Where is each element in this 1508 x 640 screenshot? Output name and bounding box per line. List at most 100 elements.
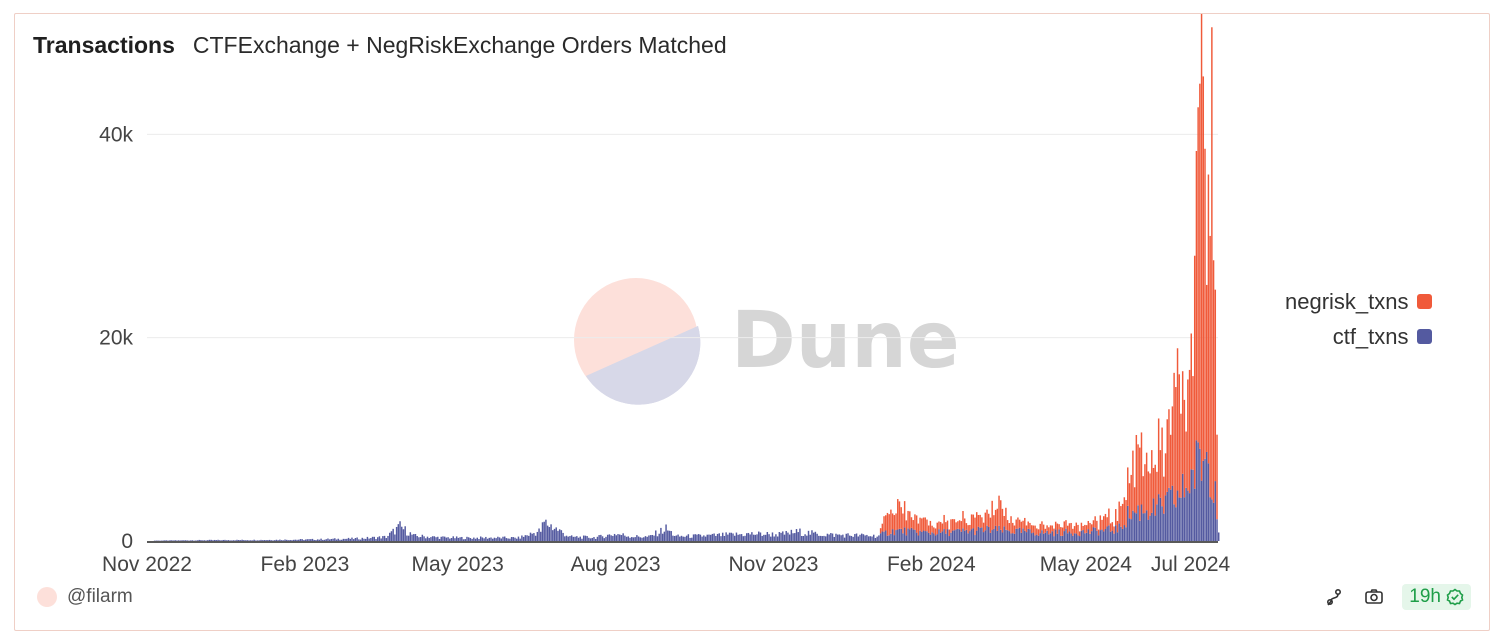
bar-ctf xyxy=(536,531,539,541)
bar-negrisk xyxy=(1087,520,1090,530)
bar-ctf xyxy=(316,539,319,541)
bar-ctf xyxy=(744,535,746,541)
bar-ctf xyxy=(665,524,667,541)
bar-ctf xyxy=(891,529,894,541)
y-axis-labels: 0 20k 40k xyxy=(99,123,133,553)
x-tick-label: Feb 2023 xyxy=(261,553,350,576)
bar-ctf xyxy=(413,534,415,541)
bar-ctf xyxy=(941,531,944,541)
bar-ctf xyxy=(1094,527,1096,541)
bar-negrisk xyxy=(1116,520,1119,533)
bar-negrisk xyxy=(929,520,932,535)
bar-ctf xyxy=(213,539,216,541)
bar-ctf xyxy=(742,536,745,541)
bar-ctf xyxy=(323,539,326,541)
bar-ctf xyxy=(1123,525,1126,541)
bar-ctf xyxy=(624,535,626,541)
bar-ctf xyxy=(1066,533,1069,541)
bar-negrisk xyxy=(936,522,938,535)
bar-ctf xyxy=(512,537,515,541)
bar-ctf xyxy=(174,540,176,541)
bar-ctf xyxy=(957,528,959,541)
bar-ctf xyxy=(696,534,698,541)
bar-ctf xyxy=(1111,530,1114,541)
bar-ctf xyxy=(454,538,456,541)
bar-ctf xyxy=(879,533,882,541)
bar-ctf xyxy=(498,537,501,541)
bar-ctf xyxy=(694,534,696,541)
bar-ctf xyxy=(861,533,863,541)
bar-ctf xyxy=(1005,529,1007,541)
bar-ctf xyxy=(208,539,211,541)
fork-icon[interactable] xyxy=(1322,585,1346,609)
bar-ctf xyxy=(222,539,224,541)
bar-ctf xyxy=(617,534,619,541)
bar-ctf xyxy=(577,537,580,541)
watermark: Dune xyxy=(574,278,960,405)
bar-ctf xyxy=(260,539,262,541)
bar-ctf xyxy=(366,536,369,541)
bar-ctf xyxy=(1036,534,1038,541)
bar-ctf xyxy=(895,530,897,541)
legend-item-ctf[interactable]: ctf_txns xyxy=(1285,319,1432,354)
bar-ctf xyxy=(806,535,808,541)
bar-ctf xyxy=(581,538,583,541)
bar-ctf xyxy=(982,532,985,541)
bar-ctf xyxy=(910,527,913,541)
bar-ctf xyxy=(782,531,784,541)
bar-series xyxy=(153,14,1220,541)
bar-ctf xyxy=(582,535,585,541)
bar-ctf xyxy=(519,538,521,541)
camera-icon[interactable] xyxy=(1362,585,1386,609)
bar-ctf xyxy=(253,539,255,541)
bar-ctf xyxy=(589,538,592,541)
bar-negrisk xyxy=(1156,471,1158,505)
bar-negrisk xyxy=(1044,528,1047,533)
bar-ctf xyxy=(991,530,993,541)
avatar xyxy=(37,587,57,607)
bar-ctf xyxy=(165,540,168,541)
bar-negrisk xyxy=(905,520,908,536)
bar-negrisk xyxy=(972,514,975,529)
x-tick-label: May 2024 xyxy=(1040,553,1133,576)
bar-negrisk xyxy=(1139,447,1141,521)
bar-negrisk xyxy=(927,525,930,533)
bar-ctf xyxy=(268,539,271,541)
legend-swatch-ctf xyxy=(1416,329,1432,344)
chart-title: Transactions xyxy=(33,32,175,58)
bar-ctf xyxy=(1115,525,1117,541)
bar-ctf xyxy=(291,540,293,541)
author-name[interactable]: @filarm xyxy=(67,586,133,607)
bar-ctf xyxy=(279,539,281,541)
bar-ctf xyxy=(1053,536,1055,541)
bar-ctf xyxy=(874,537,877,541)
bar-ctf xyxy=(704,536,707,541)
bar-negrisk xyxy=(1161,427,1163,507)
author-info[interactable]: @filarm xyxy=(37,586,133,608)
bar-ctf xyxy=(1192,469,1194,541)
bar-ctf xyxy=(697,534,700,541)
bar-ctf xyxy=(752,534,755,541)
bar-negrisk xyxy=(1145,452,1148,511)
bar-ctf xyxy=(201,540,204,541)
bar-ctf xyxy=(378,536,381,541)
bar-ctf xyxy=(490,537,492,541)
freshness-badge[interactable]: 19h xyxy=(1402,584,1471,610)
bar-negrisk xyxy=(960,521,963,532)
bar-negrisk xyxy=(1199,83,1201,449)
bar-ctf xyxy=(1214,481,1217,541)
bar-negrisk xyxy=(1211,27,1213,500)
bar-ctf xyxy=(510,537,513,541)
bar-negrisk xyxy=(1013,525,1016,534)
bar-ctf xyxy=(552,530,554,541)
bar-ctf xyxy=(629,537,631,541)
bar-ctf xyxy=(203,540,206,541)
bar-ctf xyxy=(975,530,978,541)
bar-ctf xyxy=(246,540,249,541)
bar-ctf xyxy=(267,540,269,541)
bar-ctf xyxy=(816,533,818,541)
bar-ctf xyxy=(265,540,267,541)
legend-item-negrisk[interactable]: negrisk_txns xyxy=(1285,284,1432,319)
bar-ctf xyxy=(406,535,408,541)
bar-ctf xyxy=(931,532,933,541)
